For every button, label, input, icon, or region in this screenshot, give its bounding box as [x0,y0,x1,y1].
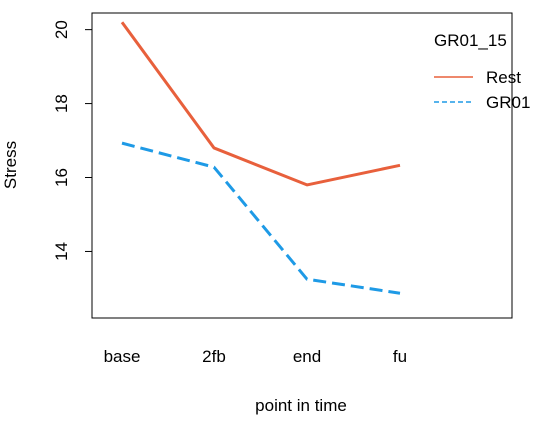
x-axis: base 2fb end fu [104,347,408,366]
x-tick-label: base [104,347,141,366]
x-axis-label: point in time [255,396,347,415]
series-line-gr01 [121,141,401,295]
legend-title: GR01_15 [434,31,507,50]
x-tick-label: end [293,347,321,366]
y-tick-label: 18 [52,94,71,113]
y-axis: 14 16 18 20 [52,20,93,261]
y-tick-label: 16 [52,168,71,187]
legend-label-rest: Rest [486,68,521,87]
y-axis-label: Stress [1,141,20,189]
legend-label-gr01: GR01 [486,93,530,112]
legend-entries: Rest GR01 [434,68,530,112]
series-line-rest [120,21,401,187]
x-tick-label: 2fb [202,347,226,366]
legend: GR01_15 Rest GR01 [434,31,530,112]
series-layer [120,21,401,295]
y-tick-label: 14 [52,242,71,261]
x-tick-label: fu [393,347,407,366]
y-tick-label: 20 [52,20,71,39]
